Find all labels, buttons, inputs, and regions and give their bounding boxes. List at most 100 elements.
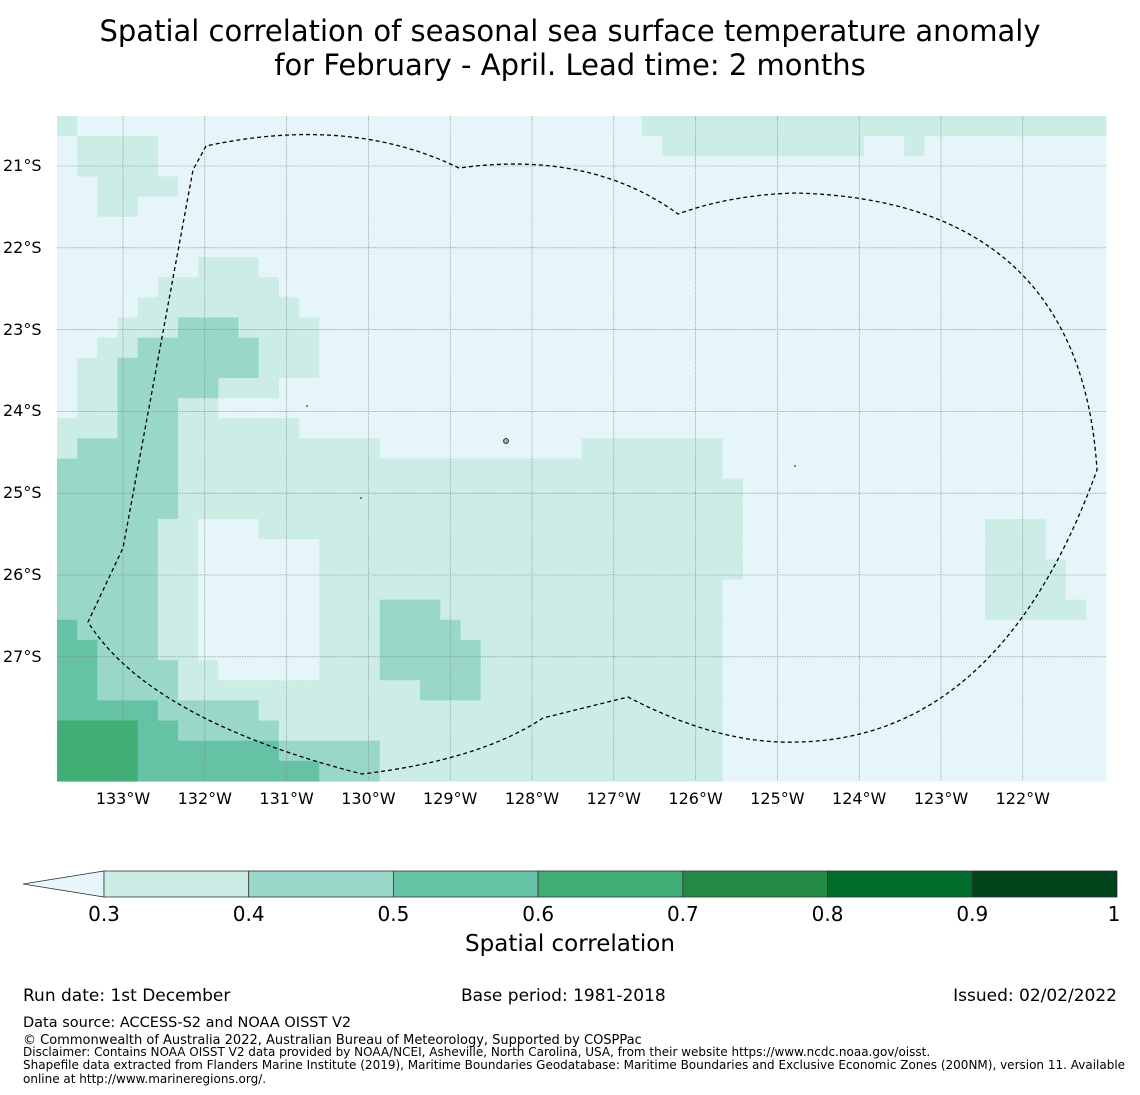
grid-cell <box>520 660 542 681</box>
grid-cell <box>319 519 341 540</box>
grid-cell <box>944 539 966 560</box>
grid-cell <box>359 196 381 218</box>
grid-cell <box>137 498 159 520</box>
grid-cell <box>218 277 240 298</box>
grid-cell <box>702 760 724 782</box>
grid-cell <box>218 216 240 238</box>
grid-cell <box>77 680 98 701</box>
grid-cell <box>480 116 502 137</box>
grid-cell <box>399 519 421 540</box>
grid-cell <box>561 176 583 198</box>
grid-cell <box>621 136 643 157</box>
grid-cell <box>480 458 502 480</box>
grid-cell <box>319 216 341 238</box>
colorbar-segment <box>971 870 1118 898</box>
grid-cell <box>561 579 583 601</box>
grid-cell <box>924 680 946 701</box>
grid-cell <box>601 277 623 298</box>
grid-cell <box>863 539 885 560</box>
grid-cell <box>299 740 320 762</box>
grid-cell <box>157 236 179 258</box>
grid-cell <box>763 599 784 621</box>
grid-cell <box>783 277 804 298</box>
grid-cell <box>803 297 825 319</box>
grid-cell <box>1085 619 1107 641</box>
grid-cell <box>440 760 462 782</box>
grid-cell <box>137 478 159 500</box>
grid-cell <box>77 297 98 319</box>
grid-cell <box>621 740 643 762</box>
grid-cell <box>1005 639 1026 661</box>
grid-cell <box>783 458 804 480</box>
grid-cell <box>541 136 562 157</box>
grid-cell <box>77 176 98 198</box>
grid-cell <box>460 136 482 157</box>
grid-cell <box>359 619 381 641</box>
grid-cell <box>581 619 603 641</box>
grid-cell <box>1065 478 1087 500</box>
grid-cell <box>520 297 542 319</box>
grid-cell <box>77 136 98 157</box>
grid-cell <box>904 176 926 198</box>
grid-cell <box>379 216 401 238</box>
grid-cell <box>823 478 845 500</box>
grid-cell <box>218 599 240 621</box>
grid-cell <box>843 700 865 722</box>
colorbar-tick-label: 0.9 <box>956 902 989 926</box>
grid-cell <box>299 377 320 399</box>
grid-cell <box>702 619 724 641</box>
grid-cell <box>77 398 98 419</box>
grid-cell <box>480 619 502 641</box>
grid-cell <box>843 760 865 782</box>
grid-cell <box>984 116 1006 137</box>
grid-cell <box>480 599 502 621</box>
grid-cell <box>460 498 482 520</box>
grid-cell <box>1045 176 1067 198</box>
grid-cell <box>561 680 583 701</box>
grid-cell <box>1005 458 1026 480</box>
grid-cell <box>97 337 119 359</box>
grid-cell <box>904 196 926 218</box>
longitude-label: 126°W <box>668 789 723 808</box>
grid-cell <box>1085 680 1107 701</box>
grid-cell <box>157 357 179 379</box>
island-marker <box>503 438 509 444</box>
grid-cell <box>258 357 280 379</box>
grid-cell <box>399 660 421 681</box>
grid-cell <box>1025 277 1047 298</box>
grid-cell <box>359 216 381 238</box>
grid-cell <box>682 498 704 520</box>
grid-cell <box>702 236 724 258</box>
grid-cell <box>1045 196 1067 218</box>
grid-cell <box>964 619 986 641</box>
grid-cell <box>541 720 562 742</box>
grid-cell <box>884 438 905 460</box>
grid-cell <box>904 559 926 581</box>
grid-cell <box>157 639 179 661</box>
grid-cell <box>561 498 583 520</box>
grid-cell <box>682 196 704 218</box>
grid-cell <box>399 398 421 419</box>
grid-cell <box>702 660 724 681</box>
grid-cell <box>420 277 441 298</box>
grid-cell <box>803 478 825 500</box>
grid-cell <box>480 337 502 359</box>
grid-cell <box>843 377 865 399</box>
grid-cell <box>299 760 320 782</box>
grid-cell <box>57 660 78 681</box>
grid-cell <box>137 317 159 339</box>
grid-cell <box>1065 539 1087 560</box>
grid-cell <box>137 377 159 399</box>
grid-cell <box>541 619 562 641</box>
grid-cell <box>97 458 119 480</box>
grid-cell <box>1065 579 1087 601</box>
grid-cell <box>1045 619 1067 641</box>
grid-cell <box>783 740 804 762</box>
grid-cell <box>57 317 78 339</box>
colorbar-segment <box>682 870 828 898</box>
grid-cell <box>823 438 845 460</box>
grid-cell <box>319 357 341 379</box>
grid-cell <box>843 458 865 480</box>
grid-cell <box>1065 660 1087 681</box>
grid-cell <box>561 438 583 460</box>
